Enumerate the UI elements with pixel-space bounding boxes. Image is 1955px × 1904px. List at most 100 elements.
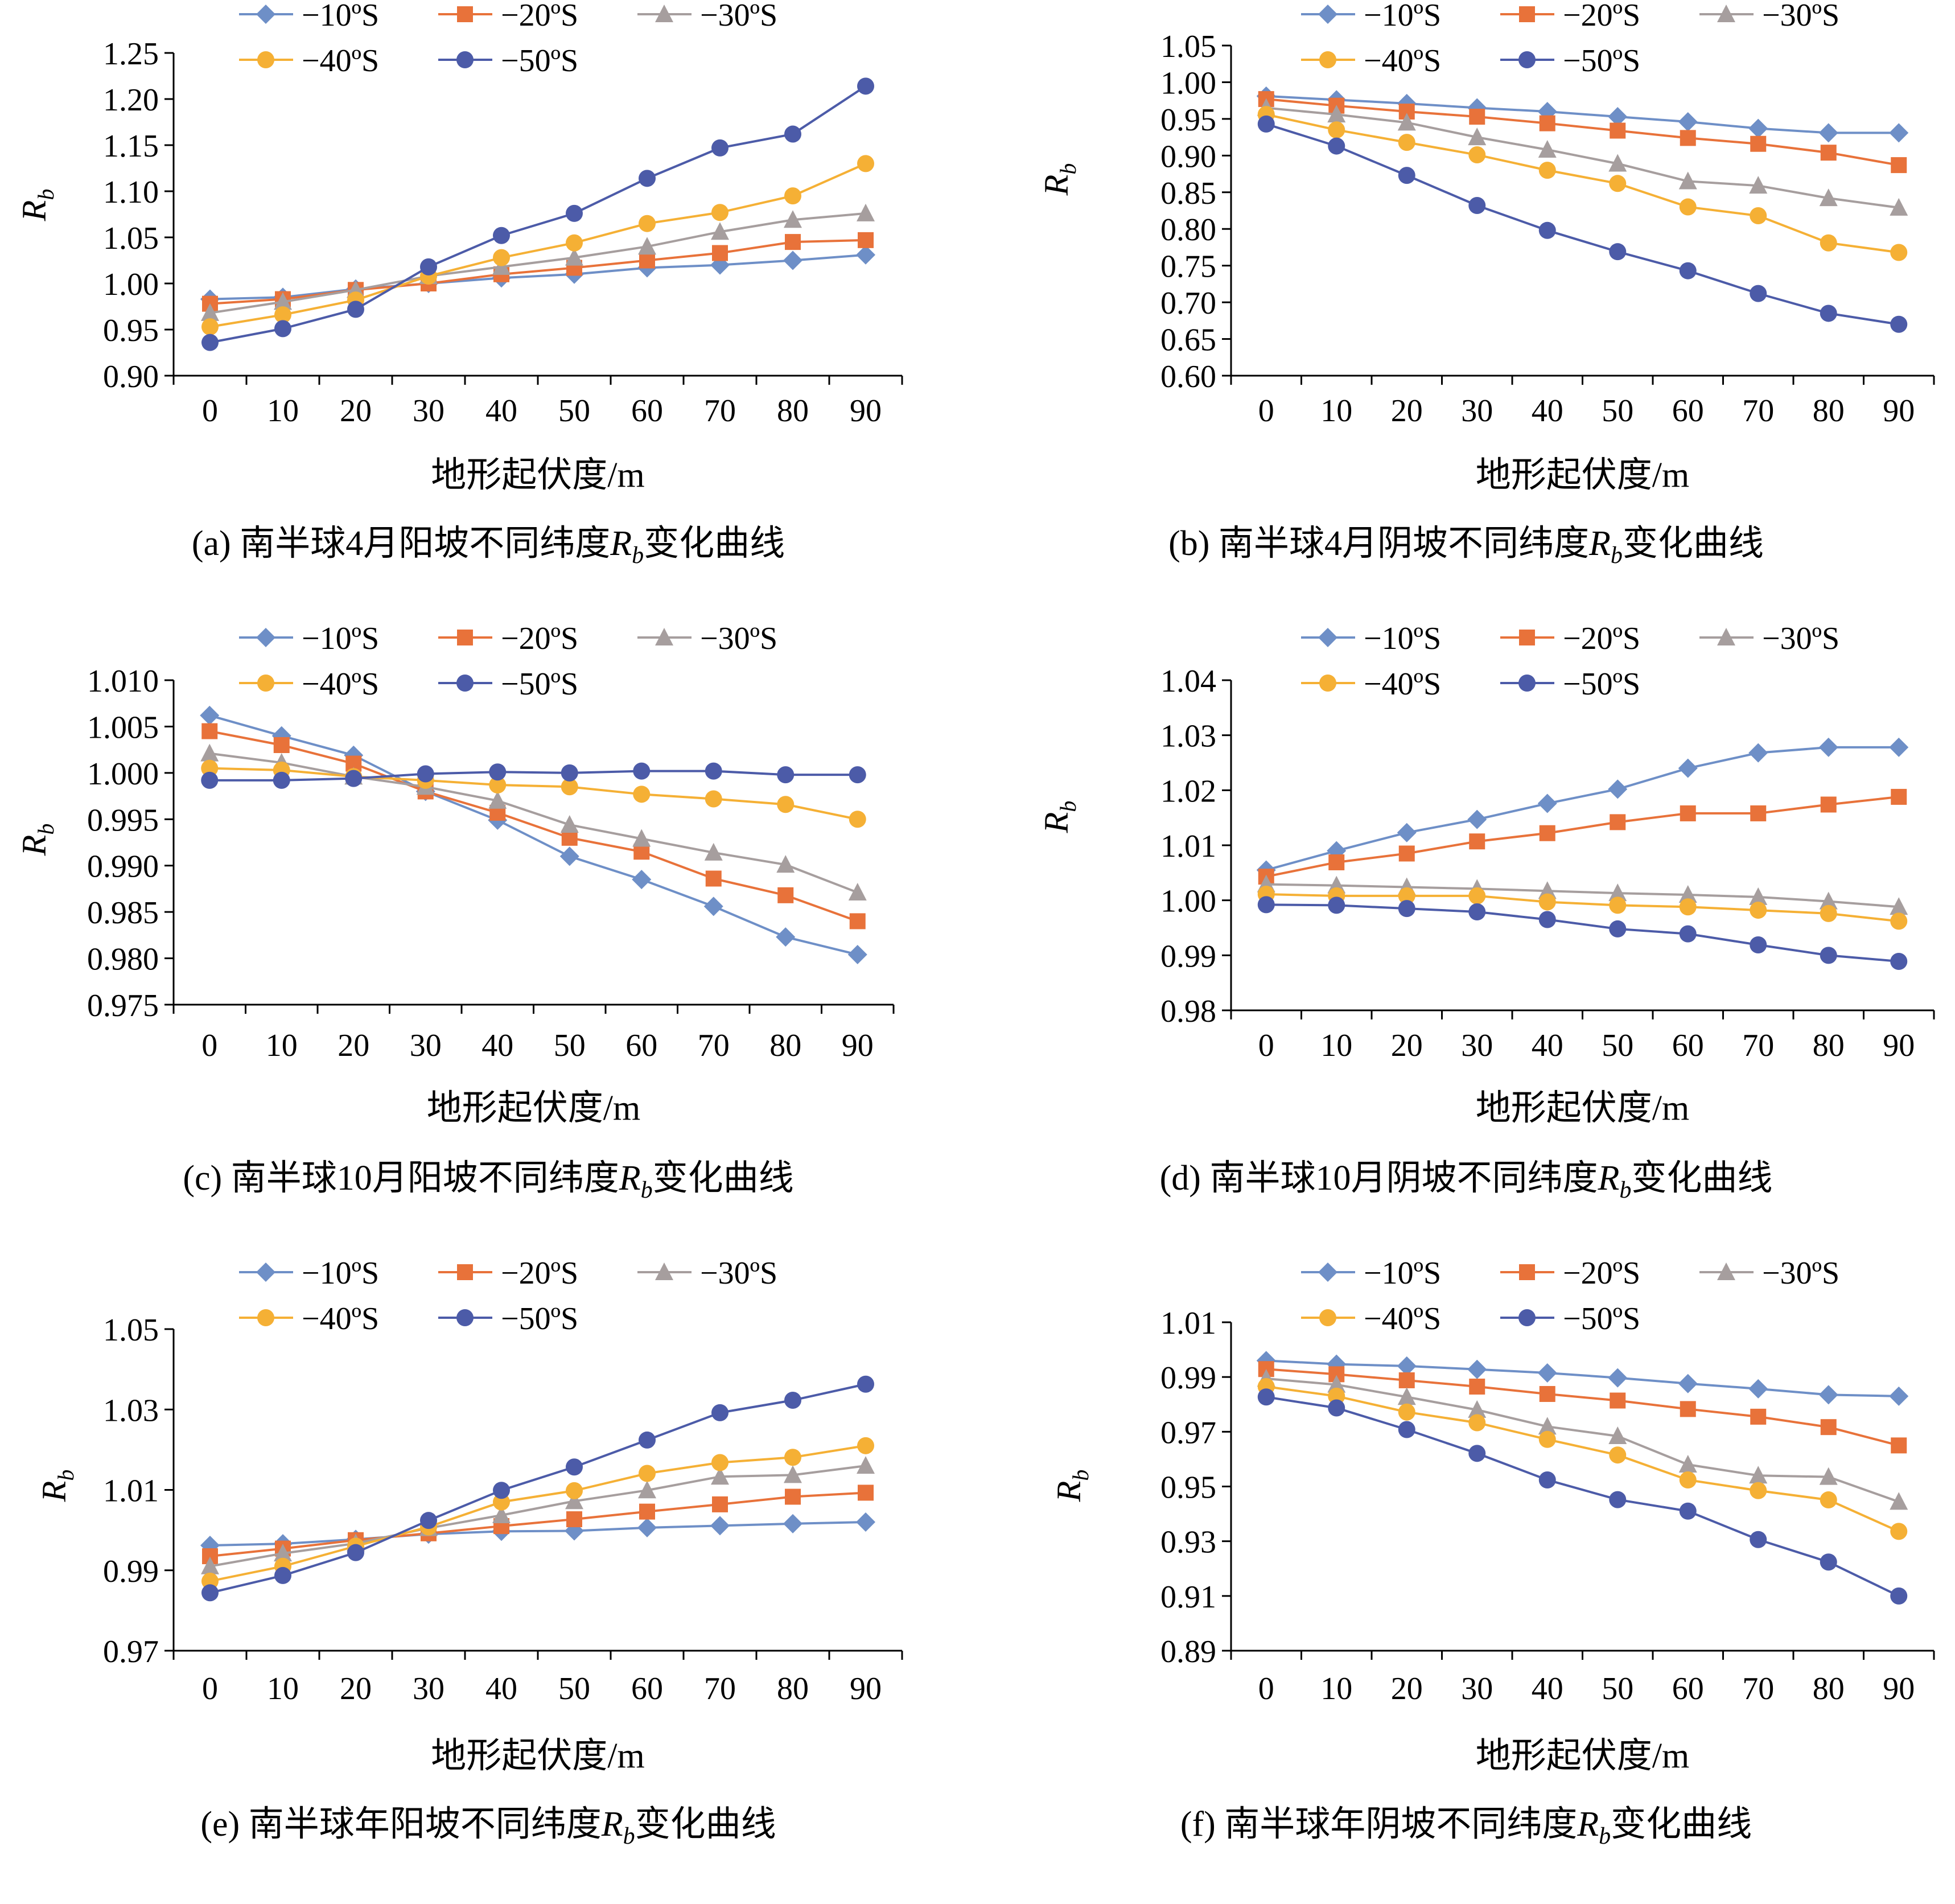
panel-caption: (c) 南半球10月阳坡不同纬度Rb变化曲线 [183, 1159, 793, 1203]
data-point [784, 210, 802, 228]
legend-item: −40ºS [1301, 667, 1441, 702]
data-point [1679, 198, 1697, 216]
x-tick-label: 0 [1258, 1671, 1274, 1706]
series-3 [201, 1437, 874, 1590]
data-point [1468, 196, 1486, 214]
data-point [784, 1392, 801, 1409]
data-point [1608, 779, 1628, 799]
legend-item: −50ºS [438, 667, 578, 702]
data-point [1468, 1445, 1486, 1462]
y-tick-label: 1.15 [103, 129, 159, 164]
y-tick-label: 1.05 [1160, 29, 1216, 64]
y-tick-label: 0.91 [1160, 1580, 1216, 1615]
data-point [1678, 758, 1698, 778]
x-tick-label: 0 [201, 1028, 217, 1063]
legend-marker [1519, 6, 1535, 22]
data-point [1397, 1356, 1417, 1376]
data-point [345, 770, 363, 787]
legend-label: −10ºS [302, 1256, 379, 1291]
data-point [1328, 137, 1345, 155]
legend-marker [457, 1264, 473, 1280]
data-point [849, 766, 866, 784]
x-tick-label: 50 [554, 1028, 586, 1063]
data-point [1537, 1363, 1557, 1383]
y-tick-label: 0.97 [103, 1634, 159, 1669]
series-line [209, 1383, 866, 1594]
legend-label: −30ºS [1762, 1256, 1839, 1291]
y-tick-label: 0.97 [1160, 1415, 1216, 1450]
series-1 [202, 232, 874, 312]
x-tick-label: 10 [267, 393, 299, 429]
x-tick-label: 30 [1461, 1671, 1493, 1706]
legend-item: −20ºS [1500, 1256, 1640, 1291]
data-point [347, 301, 364, 318]
data-point [1818, 1385, 1838, 1405]
data-point [274, 1566, 291, 1584]
legend-item: −40ºS [1301, 1301, 1441, 1336]
series-1 [201, 723, 866, 930]
y-tick-label: 1.005 [87, 710, 159, 745]
y-tick-label: 1.000 [87, 756, 159, 792]
series-line [209, 238, 866, 305]
data-point [1750, 1408, 1767, 1425]
data-point [1327, 105, 1346, 123]
data-point [784, 1465, 802, 1483]
legend-label: −30ºS [700, 1256, 777, 1291]
chart-svg: 0.89 0.91 0.93 0.95 0.97 0.99 1.01 0 10 20 30 40 50 6… [1050, 1256, 1935, 1849]
data-point [1467, 1359, 1487, 1379]
y-axis-label-sub: b [1055, 801, 1081, 812]
data-point [1748, 743, 1768, 763]
data-point [1890, 244, 1908, 261]
caption-suffix: 变化曲线 [653, 1159, 794, 1198]
data-point [1891, 1437, 1907, 1454]
data-point [274, 306, 291, 324]
series-line [1266, 893, 1899, 923]
data-point [1819, 1467, 1838, 1485]
series-2 [1257, 1369, 1908, 1510]
legend-label: −40ºS [1364, 1301, 1441, 1336]
data-point [705, 762, 722, 780]
data-point [638, 237, 656, 255]
x-tick-label: 50 [558, 393, 590, 429]
caption-suffix: 变化曲线 [1611, 1805, 1752, 1844]
data-point [1891, 788, 1907, 805]
data-point [492, 1505, 511, 1523]
data-point [1539, 115, 1555, 131]
series-1 [1258, 91, 1907, 174]
x-tick-label: 20 [338, 1028, 369, 1063]
series-line [1266, 795, 1899, 878]
x-tick-label: 40 [485, 1671, 517, 1706]
data-point [776, 855, 795, 873]
data-point [1890, 912, 1908, 930]
data-point [1820, 145, 1837, 161]
legend-marker [457, 6, 473, 22]
series-4 [1257, 115, 1908, 333]
data-point [857, 1437, 874, 1454]
data-point [1398, 167, 1415, 184]
x-tick-label: 80 [1813, 1671, 1845, 1706]
data-point [201, 318, 219, 336]
data-point [565, 248, 583, 266]
data-point [1467, 809, 1487, 829]
legend-marker [1519, 1264, 1535, 1280]
series-4 [1257, 1388, 1908, 1605]
data-point [1820, 904, 1837, 922]
legend-item: −50ºS [1500, 667, 1640, 702]
series-2 [201, 1456, 875, 1574]
x-tick-label: 0 [1258, 1028, 1274, 1063]
legend-label: −10ºS [1364, 1256, 1441, 1291]
legend-marker [655, 628, 673, 645]
legend-item: −10ºS [239, 621, 379, 656]
x-tick-label: 50 [1602, 393, 1633, 429]
data-point [638, 1481, 656, 1499]
x-tick-label: 90 [850, 1671, 882, 1706]
y-tick-label: 0.980 [87, 942, 159, 977]
y-axis-label-var: R [1038, 812, 1075, 834]
y-tick-label: 0.95 [1160, 102, 1216, 138]
caption-var: R [619, 1159, 641, 1198]
data-point [1820, 796, 1837, 813]
x-tick-label: 30 [1461, 393, 1493, 429]
data-point [1398, 1421, 1415, 1438]
data-point [856, 1512, 875, 1532]
chart-panel-d: 0.98 0.99 1.00 1.01 1.02 1.03 1.04 0 10 20 30 40 50 6… [978, 621, 1955, 1269]
